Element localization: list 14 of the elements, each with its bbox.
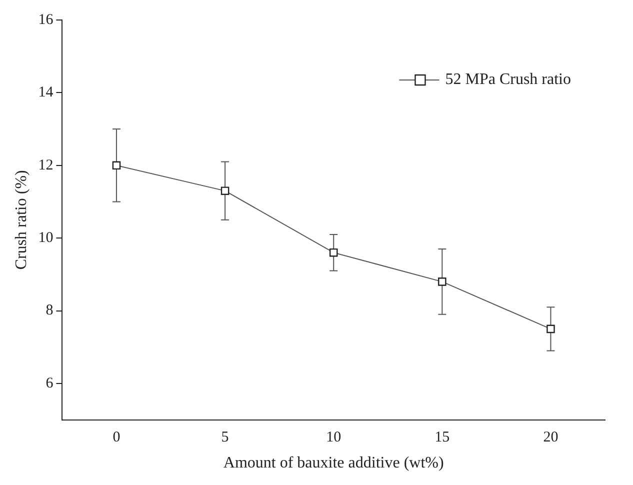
- x-tick-label: 15: [434, 430, 450, 446]
- y-tick-label: 10: [38, 230, 54, 246]
- legend-label: 52 MPa Crush ratio: [445, 71, 572, 88]
- y-tick-label: 16: [38, 12, 54, 28]
- x-tick-label: 10: [326, 430, 342, 446]
- y-tick-label: 14: [38, 84, 54, 101]
- x-tick-label: 5: [221, 430, 229, 446]
- y-axis-title: Crush ratio (%): [12, 170, 30, 270]
- y-tick-label: 8: [46, 302, 54, 319]
- x-tick-label: 0: [112, 430, 120, 446]
- x-axis-title: Amount of bauxite additive (wt%): [223, 454, 444, 472]
- y-tick-label: 6: [46, 375, 54, 392]
- x-tick-label: 20: [543, 430, 558, 446]
- y-tick-label: 12: [38, 157, 54, 174]
